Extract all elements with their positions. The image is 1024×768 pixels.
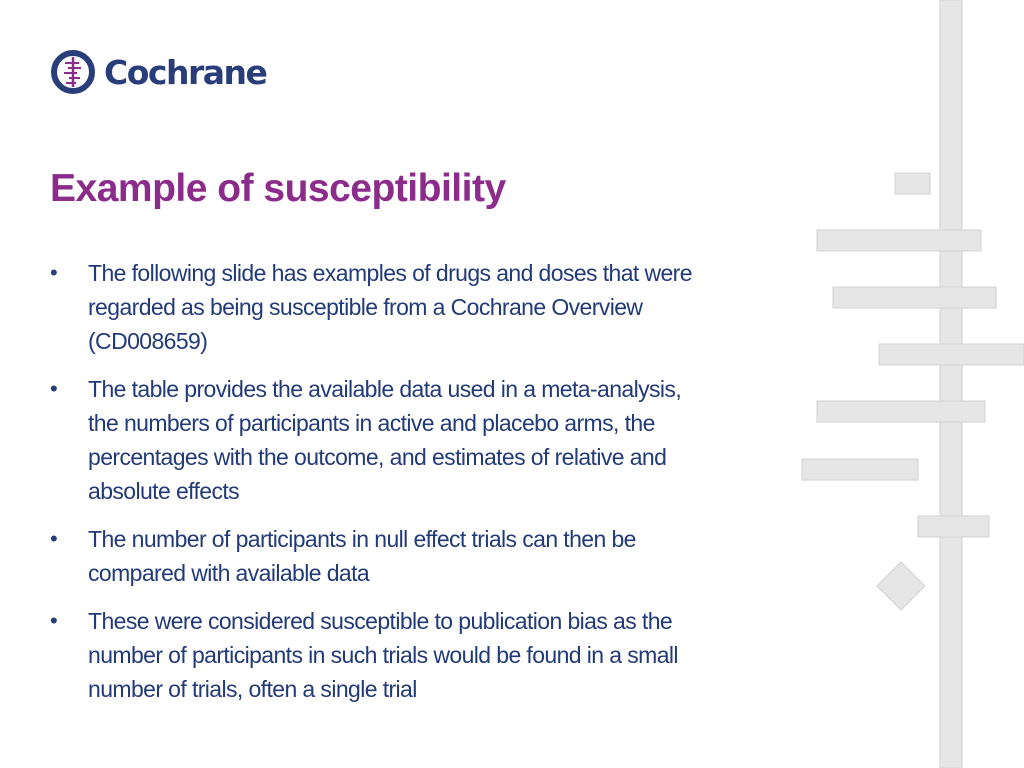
- bullet-line: regarded as being susceptible from a Coc…: [88, 294, 643, 320]
- bullet-marker: •: [50, 526, 58, 551]
- bullet-marker: •: [50, 260, 58, 285]
- bullet-line: The number of participants in null effec…: [88, 526, 636, 552]
- decor-block: [894, 172, 931, 195]
- decor-block: [816, 229, 982, 252]
- decor-block: [917, 515, 990, 538]
- bullet-line: the numbers of participants in active an…: [88, 410, 655, 436]
- bullet-marker: •: [50, 376, 58, 401]
- decor-block: [801, 458, 919, 481]
- logo-wordmark: Cochrane: [104, 52, 268, 92]
- bullet-item: • The table provides the available data u…: [50, 372, 840, 508]
- bullet-line: These were considered susceptible to pub…: [88, 608, 673, 634]
- cochrane-logo: Cochrane: [50, 48, 268, 96]
- decor-block: [816, 400, 986, 423]
- bullet-line: absolute effects: [88, 478, 240, 504]
- decor-vertical-bar: [939, 0, 963, 768]
- bullet-line: number of trials, often a single trial: [88, 676, 417, 702]
- bullet-item: • The following slide has examples of dru…: [50, 256, 840, 358]
- bullet-marker: •: [50, 608, 58, 633]
- decor-diamond: [876, 561, 926, 611]
- decor-block: [832, 286, 997, 309]
- decor-block: [878, 343, 1024, 366]
- cochrane-logo-icon: [51, 50, 95, 94]
- bullet-item: • The number of participants in null effe…: [50, 522, 840, 590]
- slide-title: Example of susceptibility: [50, 167, 506, 210]
- bullet-line: The following slide has examples of drug…: [88, 260, 693, 286]
- bullet-line: number of participants in such trials wo…: [88, 642, 679, 668]
- bullet-list: • The following slide has examples of dru…: [50, 256, 840, 720]
- bullet-item: • These were considered susceptible to pu…: [50, 604, 840, 706]
- bullet-line: The table provides the available data us…: [88, 376, 682, 402]
- bullet-line: (CD008659): [88, 328, 208, 354]
- bullet-line: compared with available data: [88, 560, 370, 586]
- bullet-line: percentages with the outcome, and estima…: [88, 444, 667, 470]
- forest-plot-decoration: [801, 0, 1024, 768]
